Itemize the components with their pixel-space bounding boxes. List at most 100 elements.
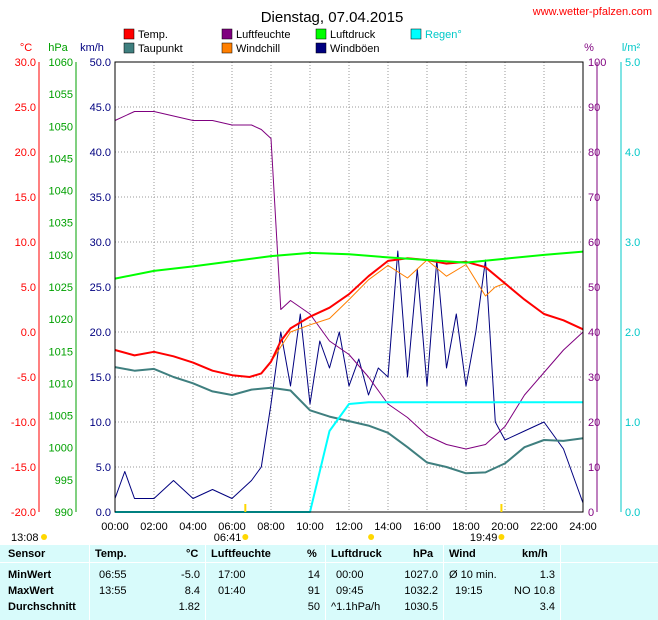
pressure-tick-label: 1060 — [49, 57, 73, 69]
x-axis: 00:00 02:00 04:00 06:00 08:00 10:00 12:00 14:00… — [101, 521, 597, 533]
sunrise-time: 06:41 — [214, 532, 242, 544]
stats-separator — [205, 545, 206, 620]
temp-tick-label: 25.0 — [15, 102, 36, 114]
windchill-line — [270, 259, 506, 362]
temp-tick-label: 0.0 — [21, 327, 36, 339]
axis-headers: °C hPa km/h% l/m² — [20, 42, 641, 54]
rain-tick-label: 5.0 — [625, 57, 640, 69]
legend-swatch — [221, 28, 233, 40]
temperature-line — [114, 257, 584, 378]
legend-swatch — [315, 28, 327, 40]
wind-label: 19:15 — [455, 585, 483, 597]
sunset-icon — [498, 534, 505, 540]
legend-item: Temp. — [123, 28, 168, 41]
x-tick-label: 12:00 — [335, 521, 363, 533]
legend-item: Taupunkt — [123, 42, 183, 55]
humidity-time: 17:00 — [218, 569, 246, 581]
pressure-tick-label: 1005 — [49, 411, 73, 423]
rain-tick-label: 0.0 — [625, 507, 640, 519]
wind-tick-label: 45.0 — [90, 102, 111, 114]
pressure-time: ^1.1hPa/h — [331, 601, 381, 613]
legend-label: Luftfeuchte — [236, 29, 290, 41]
temp-tick-label: 15.0 — [15, 192, 36, 204]
stats-head-pressure-unit: hPa — [413, 548, 434, 560]
rain-tick-label: 1.0 — [625, 417, 640, 429]
pressure-value: 1027.0 — [404, 569, 438, 581]
wind-label: Ø 10 min. — [449, 569, 497, 581]
stats-separator — [560, 545, 561, 620]
temp-time: 13:55 — [99, 585, 127, 597]
humidity-tick-label: 10 — [588, 462, 600, 474]
humidity-tick-label: 20 — [588, 417, 600, 429]
pressure-tick-label: 1020 — [49, 314, 73, 326]
humidity-tick-label: 70 — [588, 192, 600, 204]
series-lines — [114, 111, 584, 513]
plot-border — [114, 61, 584, 513]
axis-unit-temp: °C — [20, 42, 32, 54]
pressure-time: 00:00 — [336, 569, 364, 581]
statistics-table: Sensor Temp. °C Luftfeuchte % Luftdruck … — [0, 545, 658, 620]
weather-chart: Dienstag, 07.04.2015 www.wetter-pfalzen.… — [11, 6, 652, 544]
humidity-tick-label: 60 — [588, 237, 600, 249]
temp-value: 8.4 — [184, 585, 200, 597]
legend-label: Temp. — [138, 29, 168, 41]
stats-head-humidity-unit: % — [307, 548, 317, 560]
x-tick-label: 02:00 — [140, 521, 168, 533]
humidity-value: 14 — [307, 569, 320, 581]
chart-title: Dienstag, 07.04.2015 — [261, 9, 404, 26]
gusts-line — [114, 250, 584, 504]
humidity-tick-label: 80 — [588, 147, 600, 159]
axis-unit-pressure: hPa — [48, 42, 68, 54]
x-tick-label: 24:00 — [569, 521, 597, 533]
stats-row-label: MaxWert — [8, 585, 54, 597]
humidity-time: 01:40 — [218, 585, 246, 597]
legend-label: Luftdruck — [330, 29, 376, 41]
pressure-tick-label: 1035 — [49, 218, 73, 230]
sun-moon-markers: 13:08 06:41 19:49 — [11, 504, 505, 544]
pressure-tick-label: 1000 — [49, 443, 73, 455]
site-link[interactable]: www.wetter-pfalzen.com — [532, 6, 652, 18]
legend-label: Regen° — [425, 29, 462, 41]
stats-head-sensor: Sensor — [8, 548, 46, 560]
x-tick-label: 06:00 — [218, 521, 246, 533]
legend-label: Taupunkt — [138, 43, 183, 55]
sunset-time: 19:49 — [470, 532, 498, 544]
moon-marker — [368, 534, 375, 540]
legend-swatch — [315, 42, 327, 54]
wind-tick-label: 0.0 — [96, 507, 111, 519]
rain-tick-label: 2.0 — [625, 327, 640, 339]
legend: Temp. Taupunkt Luftfeuchte Windchill Luftdru… — [123, 28, 462, 55]
wind-tick-label: 30.0 — [90, 237, 111, 249]
x-tick-label: 16:00 — [413, 521, 441, 533]
humidity-line — [114, 111, 584, 450]
stats-row-label: MinWert — [8, 569, 52, 581]
x-tick-label: 08:00 — [257, 521, 285, 533]
temp-tick-label: 10.0 — [15, 237, 36, 249]
legend-item: Luftfeuchte — [221, 28, 290, 41]
plot-frame — [114, 61, 584, 513]
stats-header-divider — [0, 562, 658, 563]
humidity-value: 91 — [307, 585, 320, 597]
pressure-time: 09:45 — [336, 585, 364, 597]
legend-swatch — [221, 42, 233, 54]
temp-value: -5.0 — [181, 569, 200, 581]
rain-tick-label: 3.0 — [625, 237, 640, 249]
axis-unit-wind: km/h — [80, 42, 104, 54]
rain-tick-label: 4.0 — [625, 147, 640, 159]
humidity-tick-label: 50 — [588, 282, 600, 294]
axis-unit-humidity: % — [584, 42, 594, 54]
wind-tick-label: 35.0 — [90, 192, 111, 204]
x-tick-label: 04:00 — [179, 521, 207, 533]
legend-label: Windchill — [236, 43, 280, 55]
pressure-tick-label: 995 — [55, 475, 73, 487]
pressure-tick-label: 1055 — [49, 89, 73, 101]
x-tick-label: 10:00 — [296, 521, 324, 533]
stats-head-humidity: Luftfeuchte — [211, 548, 271, 560]
pressure-tick-label: 1010 — [49, 378, 73, 390]
pressure-tick-label: 1030 — [49, 250, 73, 262]
pressure-value: 1030.5 — [404, 601, 438, 613]
temp-tick-label: 5.0 — [21, 282, 36, 294]
x-tick-label: 00:00 — [101, 521, 129, 533]
stats-row-label: Durchschnitt — [8, 601, 76, 613]
wind-tick-label: 5.0 — [96, 462, 111, 474]
